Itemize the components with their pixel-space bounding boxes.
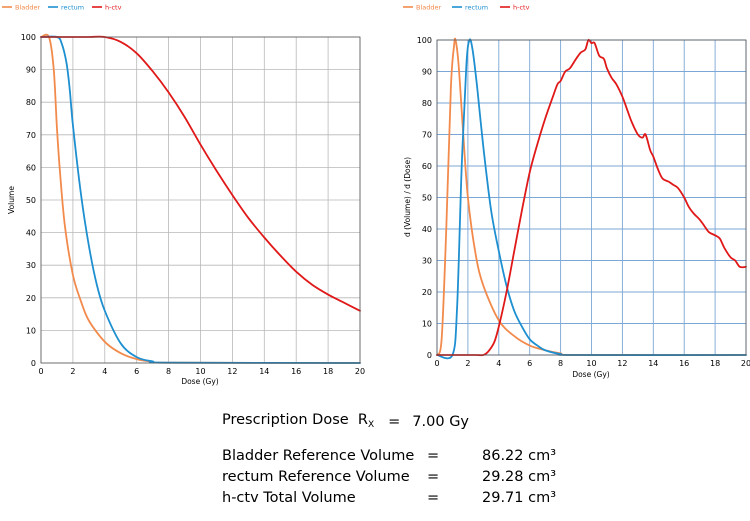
y-tick-label: 60 xyxy=(422,162,432,171)
x-tick-label: 4 xyxy=(496,359,501,368)
y-tick-label: 10 xyxy=(26,326,36,335)
series-line-rectum xyxy=(40,35,361,364)
x-tick-label: 2 xyxy=(465,359,470,368)
summary-row-rectum: rectum Reference Volume = 29.28 cm³ xyxy=(222,467,642,488)
x-tick-label: 6 xyxy=(134,367,139,376)
plot-frame xyxy=(436,39,747,356)
summary-row-value: 29.71 cm³ xyxy=(482,490,557,506)
y-tick-label: 0 xyxy=(31,359,36,368)
y-tick-label: 40 xyxy=(422,225,432,234)
y-tick-label: 50 xyxy=(422,194,432,203)
summary-row-label: Bladder Reference Volume xyxy=(222,448,415,464)
y-tick-label: 90 xyxy=(422,68,432,77)
x-tick-label: 16 xyxy=(291,367,301,376)
summary-row-label: rectum Reference Volume xyxy=(222,469,410,485)
x-tick-label: 2 xyxy=(70,367,75,376)
y-tick-label: 80 xyxy=(26,98,36,107)
prescription-dose-value: 7.00 Gy xyxy=(412,414,470,430)
y-tick-label: 20 xyxy=(26,294,36,303)
x-tick-label: 10 xyxy=(586,359,596,368)
summary-row-hctv: h-ctv Total Volume = 29.71 cm³ xyxy=(222,488,642,509)
x-tick-label: 8 xyxy=(558,359,563,368)
summary-row-equals: = xyxy=(427,469,440,485)
summary-row-equals: = xyxy=(427,448,440,464)
charts-canvas: Bladder rectum h-ctv 0 2 4 6 8 10 12 14 16 18 2001… xyxy=(2,4,750,386)
x-tick-label: 0 xyxy=(434,359,439,368)
x-tick-label: 14 xyxy=(259,367,269,376)
y-tick-label: 70 xyxy=(422,131,432,140)
y-axis-label: d (Volume) / d (Dose) xyxy=(403,157,412,237)
y-tick-label: 70 xyxy=(26,131,36,140)
x-tick-label: 0 xyxy=(38,367,43,376)
y-tick-label: 100 xyxy=(21,33,36,42)
legend-label-hctv: h-ctv xyxy=(513,4,530,12)
plot-frame xyxy=(40,36,361,364)
y-tick-label: 10 xyxy=(422,320,432,329)
legend-right: Bladder rectum h-ctv xyxy=(403,4,530,12)
x-tick-label: 4 xyxy=(102,367,107,376)
summary-row-label: h-ctv Total Volume xyxy=(222,490,356,506)
x-axis-label: Dose (Gy) xyxy=(572,370,609,379)
x-tick-label: 18 xyxy=(710,359,720,368)
y-tick-label: 100 xyxy=(417,36,432,45)
y-tick-label: 50 xyxy=(26,196,36,205)
y-tick-label: 0 xyxy=(427,351,432,360)
x-tick-label: 12 xyxy=(617,359,627,368)
y-tick-label: 20 xyxy=(422,288,432,297)
x-tick-label: 20 xyxy=(741,359,750,368)
y-tick-label: 30 xyxy=(26,261,36,270)
legend-label-bladder: Bladder xyxy=(416,4,441,12)
y-tick-label: 90 xyxy=(26,66,36,75)
legend-label-rectum: rectum xyxy=(465,4,488,12)
x-tick-label: 16 xyxy=(679,359,689,368)
legend-label-bladder: Bladder xyxy=(15,4,40,12)
x-tick-label: 18 xyxy=(323,367,333,376)
x-tick-label: 10 xyxy=(195,367,205,376)
summary-row-bladder: Bladder Reference Volume = 86.22 cm³ xyxy=(222,446,642,467)
summary-row-value: 86.22 cm³ xyxy=(482,448,557,464)
y-axis-label: Volume xyxy=(7,186,16,214)
prescription-dose-label: Prescription Dose RX xyxy=(222,411,375,430)
x-tick-label: 8 xyxy=(166,367,171,376)
series-line-hctv xyxy=(436,38,747,357)
summary-row-equals: = xyxy=(427,490,440,506)
x-axis-label: Dose (Gy) xyxy=(181,377,218,386)
x-tick-label: 12 xyxy=(227,367,237,376)
x-tick-label: 14 xyxy=(648,359,658,368)
series-line-rectum xyxy=(436,38,747,360)
prescription-dose-equals: = xyxy=(388,414,401,430)
legend-label-rectum: rectum xyxy=(61,4,84,12)
prescription-dose-row: Prescription Dose RX = 7.00 Gy xyxy=(222,412,642,433)
y-tick-label: 30 xyxy=(422,257,432,266)
legend-label-hctv: h-ctv xyxy=(105,4,122,12)
cumulative-dvh-chart: Bladder rectum h-ctv 0 2 4 6 8 10 12 14 16 18 20 0 1… xyxy=(2,4,365,386)
legend-left: Bladder rectum h-ctv xyxy=(2,4,122,12)
y-tick-label: 80 xyxy=(422,99,432,108)
x-tick-label: 20 xyxy=(355,367,365,376)
dose-summary: Prescription Dose RX = 7.00 Gy Bladder R… xyxy=(222,412,642,509)
y-tick-label: 40 xyxy=(26,229,36,238)
x-tick-label: 6 xyxy=(527,359,532,368)
differential-dvh-chart: Bladder rectum h-ctv 0 2 4 6 8 10 12 14 16 18 20 0 1… xyxy=(403,4,750,379)
y-tick-label: 60 xyxy=(26,163,36,172)
summary-row-value: 29.28 cm³ xyxy=(482,469,557,485)
